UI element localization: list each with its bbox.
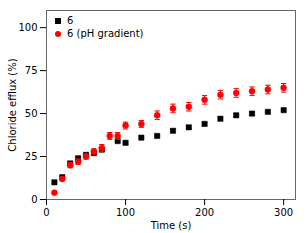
svg-text:0: 0 <box>43 207 49 218</box>
svg-text:100: 100 <box>116 207 135 218</box>
svg-text:50: 50 <box>25 108 38 119</box>
html-text:6: 6 <box>67 15 74 26</box>
svg-text:300: 300 <box>274 207 293 218</box>
svg-text:75: 75 <box>25 65 38 76</box>
svg-text:25: 25 <box>25 151 38 162</box>
svg-text:Chloride efflux (%): Chloride efflux (%) <box>7 58 18 151</box>
html-text:6 (pH gradient): 6 (pH gradient) <box>67 28 144 39</box>
svg-text:100: 100 <box>18 22 37 33</box>
svg-text:Time (s): Time (s) <box>150 220 192 231</box>
svg-text:200: 200 <box>195 207 214 218</box>
svg-text:0: 0 <box>31 194 37 205</box>
